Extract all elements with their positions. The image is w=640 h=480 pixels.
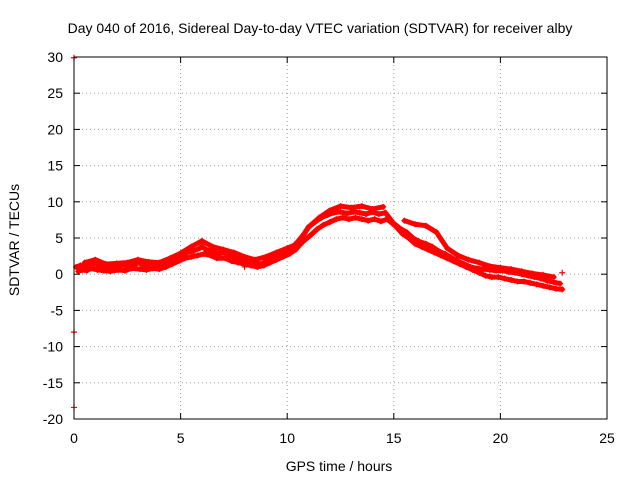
y-tick-label: 10 xyxy=(47,194,63,210)
y-tick-label: 25 xyxy=(47,85,63,101)
x-tick-label: 0 xyxy=(70,430,78,446)
y-tick-label: 30 xyxy=(47,49,63,65)
data-track-segment xyxy=(433,229,450,251)
y-tick-label: -15 xyxy=(43,375,63,391)
y-tick-label: 20 xyxy=(47,121,63,137)
x-tick-label: 15 xyxy=(386,430,402,446)
chart-title: Day 040 of 2016, Sidereal Day-to-day VTE… xyxy=(68,20,573,36)
x-tick-label: 10 xyxy=(279,430,295,446)
y-tick-label: 15 xyxy=(47,158,63,174)
data-point xyxy=(559,269,566,276)
data-point xyxy=(241,263,248,270)
axis-ticks xyxy=(73,56,608,420)
data-track-segment xyxy=(540,272,557,280)
series-points xyxy=(81,203,557,281)
data-points xyxy=(71,54,566,411)
y-tick-label: -5 xyxy=(51,302,64,318)
data-track-segment xyxy=(553,286,565,292)
data-track-segment xyxy=(369,204,386,212)
y-tick-labels: -20 -15 -10 -5 0 5 10 15 20 25 30 xyxy=(43,49,63,427)
x-tick-label: 25 xyxy=(599,430,615,446)
y-axis-label: SDTVAR / TECUs xyxy=(6,184,22,296)
y-tick-label: -20 xyxy=(43,411,63,427)
data-point xyxy=(486,273,493,280)
x-tick-label: 20 xyxy=(493,430,509,446)
x-tick-label: 5 xyxy=(177,430,185,446)
y-tick-label: 5 xyxy=(55,230,63,246)
y-tick-label: 0 xyxy=(55,266,63,282)
x-axis-label: GPS time / hours xyxy=(286,458,393,474)
data-point xyxy=(476,269,483,276)
data-track-segment xyxy=(551,279,563,287)
series-points xyxy=(75,214,566,293)
y-tick-label: -10 xyxy=(43,339,63,355)
x-tick-labels: 0 5 10 15 20 25 xyxy=(70,430,615,446)
data-track-segment xyxy=(295,224,312,247)
